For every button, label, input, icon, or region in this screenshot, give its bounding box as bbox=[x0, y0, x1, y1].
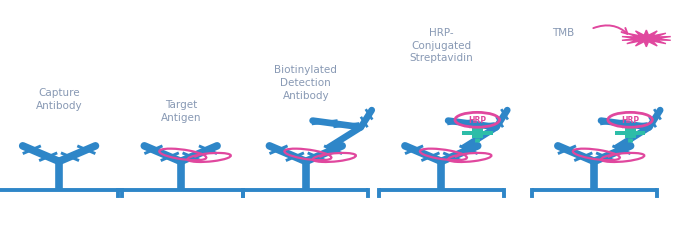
Polygon shape bbox=[622, 31, 671, 48]
FancyBboxPatch shape bbox=[472, 129, 483, 139]
Text: HRP: HRP bbox=[621, 116, 639, 125]
Text: HRP: HRP bbox=[468, 116, 486, 125]
Text: Biotinylated
Detection
Antibody: Biotinylated Detection Antibody bbox=[275, 65, 337, 100]
Text: Target
Antigen: Target Antigen bbox=[161, 99, 201, 122]
Text: TMB: TMB bbox=[552, 28, 574, 38]
Text: Capture
Antibody: Capture Antibody bbox=[35, 88, 83, 110]
FancyBboxPatch shape bbox=[625, 129, 636, 139]
FancyBboxPatch shape bbox=[615, 132, 646, 136]
Text: HRP-
Conjugated
Streptavidin: HRP- Conjugated Streptavidin bbox=[409, 28, 473, 63]
FancyBboxPatch shape bbox=[462, 132, 493, 136]
